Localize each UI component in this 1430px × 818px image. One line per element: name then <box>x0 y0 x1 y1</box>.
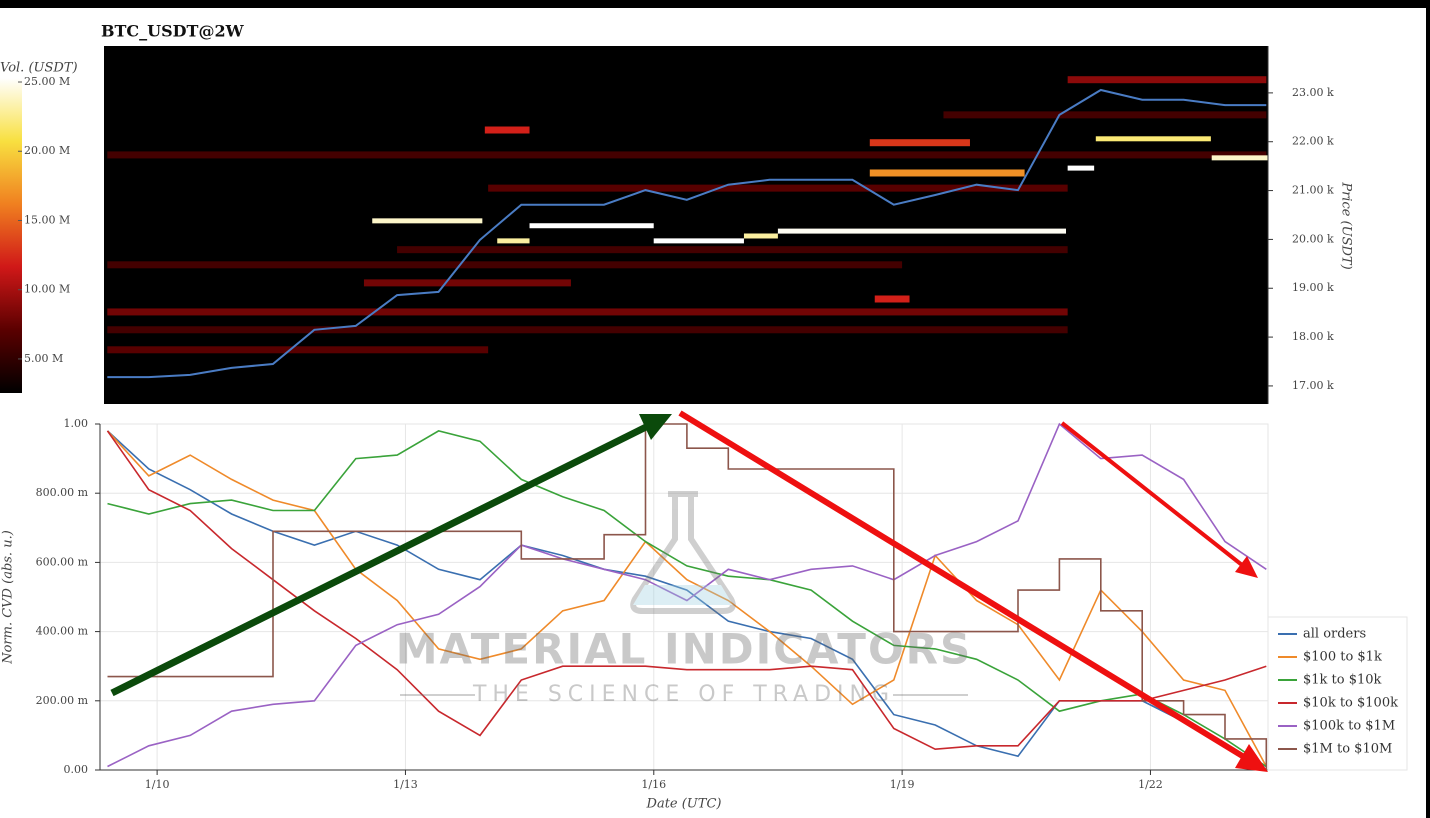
colorbar-tick-label: 20.00 M <box>24 144 70 157</box>
liquidity-level <box>1095 136 1211 142</box>
colorbar <box>0 78 22 393</box>
y-tick-label: 21.00 k <box>1292 184 1334 197</box>
liquidity-level <box>777 228 1066 234</box>
liquidity-level <box>743 233 778 239</box>
liquidity-level <box>869 139 970 147</box>
y-tick-label: 600.00 m <box>36 555 89 568</box>
liquidity-level <box>1211 155 1268 161</box>
liquidity-level <box>1067 165 1095 171</box>
y-tick-label: 19.00 k <box>1292 281 1334 294</box>
price-line <box>107 88 1267 379</box>
liquidity-level <box>869 169 1025 177</box>
watermark-subtitle: THE SCIENCE OF TRADING <box>472 682 895 707</box>
y-axis-label: Norm. CVD (abs. u.) <box>1 530 16 665</box>
liquidity-level <box>397 246 1068 254</box>
liquidity-level <box>107 346 489 354</box>
liquidity-level <box>874 295 910 303</box>
watermark: MATERIAL INDICATORS THE SCIENCE OF TRADI… <box>396 491 973 707</box>
liquidity-level <box>497 238 530 244</box>
chart-title: BTC_USDT@2W <box>101 22 245 41</box>
annotation-arrows <box>110 410 1268 772</box>
y-tick-label: 800.00 m <box>36 486 89 499</box>
liquidity-level <box>107 308 1068 316</box>
arrow-shaft <box>1060 421 1244 567</box>
legend-label: $10k to $100k <box>1303 696 1398 711</box>
colorbar-tick-label: 25.00 M <box>24 75 70 88</box>
y-tick-label: 0.00 <box>64 763 89 776</box>
watermark-flask <box>630 491 736 614</box>
y-tick-label: 22.00 k <box>1292 135 1334 148</box>
x-tick-label: 1/13 <box>393 778 418 791</box>
y-axis-label: Price (USDT) <box>1339 181 1354 269</box>
frame-right <box>1426 0 1430 818</box>
legend-label: $100k to $1M <box>1303 719 1395 734</box>
liquidity-level <box>372 218 483 224</box>
y-tick-label: 200.00 m <box>36 694 89 707</box>
liquidity-level <box>107 151 1267 159</box>
liquidity-level <box>107 326 1068 334</box>
colorbar-tick-label: 10.00 M <box>24 283 70 296</box>
series-line <box>107 423 1268 770</box>
plots: 17.00 k 18.00 k 19.00 k 20.00 k 21.00 k 22.00… <box>0 46 1408 812</box>
arrow-head <box>1235 744 1268 772</box>
liquidity-level <box>363 279 571 287</box>
colorbar-tick-label: 5.00 M <box>24 352 63 365</box>
x-axis-label: Date (UTC) <box>646 797 722 812</box>
arrow-shaft <box>678 410 1246 760</box>
legend-label: all orders <box>1303 627 1366 642</box>
plot-area <box>99 423 1269 771</box>
x-tick-label: 1/16 <box>641 778 666 791</box>
colorbar-tick-label: 15.00 M <box>24 213 70 226</box>
watermark-title: MATERIAL INDICATORS <box>396 625 973 674</box>
legend <box>1267 616 1408 771</box>
arrow-head <box>1235 556 1258 578</box>
frame-top <box>0 0 1430 8</box>
y-tick-label: 1.00 <box>64 417 89 430</box>
y-tick-label: 20.00 k <box>1292 232 1334 245</box>
liquidity-level <box>943 111 1267 119</box>
arrow-shaft <box>110 422 650 697</box>
y-tick-label: 18.00 k <box>1292 330 1334 343</box>
x-tick-label: 1/19 <box>890 778 915 791</box>
colorbar-label: Vol. (USDT) <box>0 61 78 76</box>
series-line <box>107 430 1267 768</box>
x-tick-label: 1/22 <box>1138 778 1163 791</box>
legend-label: $1k to $10k <box>1303 673 1382 688</box>
liquidity-level <box>484 126 530 134</box>
arrow-head <box>639 414 672 440</box>
liquidity-level <box>488 184 1068 192</box>
legend-label: $1M to $10M <box>1303 742 1392 757</box>
liquidity-level <box>1067 76 1267 84</box>
watermark-liquid <box>633 585 733 605</box>
y-tick-label: 400.00 m <box>36 625 89 638</box>
liquidity-level <box>653 238 744 244</box>
x-tick-label: 1/10 <box>145 778 170 791</box>
series-line <box>107 422 1267 768</box>
liquidity-level <box>529 223 654 229</box>
y-tick-label: 23.00 k <box>1292 86 1334 99</box>
y-tick-label: 17.00 k <box>1292 379 1334 392</box>
legend-label: $100 to $1k <box>1303 650 1382 665</box>
liquidity-level <box>107 261 903 269</box>
